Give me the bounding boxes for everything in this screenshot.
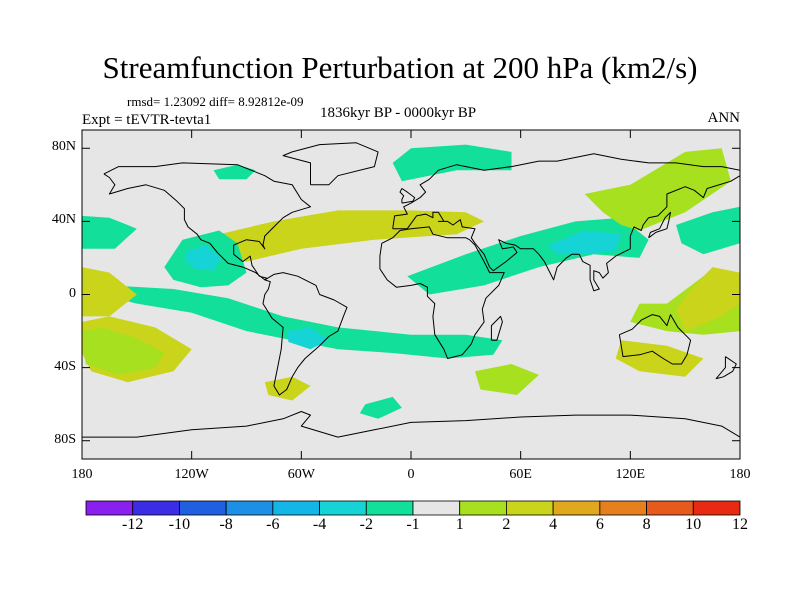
coast-uk bbox=[399, 188, 416, 204]
coast-eurasia bbox=[392, 153, 740, 292]
region-aus-high-core bbox=[676, 267, 740, 332]
x-tick-label: 120W bbox=[174, 467, 209, 482]
coast-madagascar bbox=[490, 315, 503, 341]
experiment-text: Expt = tEVTR-tevta1 bbox=[82, 112, 212, 128]
coast-africa bbox=[379, 226, 505, 359]
region-ne-pacific-low-east bbox=[676, 206, 740, 255]
coast-greenland bbox=[282, 142, 379, 186]
colorbar-label: 12 bbox=[732, 516, 748, 533]
x-tick-label: 0 bbox=[407, 467, 415, 482]
y-tick-label: 40S bbox=[54, 358, 76, 374]
colorbar-label: -10 bbox=[168, 516, 191, 533]
region-asia-low-core bbox=[548, 230, 622, 255]
y-tick-label: 40N bbox=[51, 212, 76, 228]
region-siberia-high bbox=[584, 148, 731, 231]
x-tick-label: 60E bbox=[509, 467, 532, 482]
coast-antarctica bbox=[82, 411, 740, 438]
x-tick-label: 180 bbox=[71, 467, 93, 482]
x-tick-label: 180 bbox=[729, 467, 751, 482]
region-s-patagonia-high bbox=[264, 376, 311, 401]
colorbar-label: 6 bbox=[595, 516, 604, 533]
colorbar-label: -6 bbox=[266, 516, 280, 533]
colorbar-label: -2 bbox=[359, 516, 373, 533]
x-tick-label: 60W bbox=[287, 467, 315, 482]
region-w-pacific-high bbox=[82, 267, 137, 317]
stats-text: rmsd= 1.23092 diff= 8.92812e-09 bbox=[127, 94, 304, 109]
y-tick-label: 80N bbox=[51, 139, 76, 155]
colorbar-label: -8 bbox=[219, 516, 233, 533]
coastlines bbox=[82, 142, 740, 438]
region-sh-pacific-belt bbox=[100, 285, 503, 359]
colorbar-label: 2 bbox=[502, 516, 511, 533]
region-s-australia-high bbox=[615, 340, 704, 377]
colorbar-label: -4 bbox=[312, 516, 327, 533]
figure-title: Streamfunction Perturbation at 200 hPa (… bbox=[102, 50, 698, 85]
region-trop-c-pacific-low-core bbox=[184, 245, 221, 271]
region-s-atlantic-low-small bbox=[359, 396, 402, 419]
region-sh-high-pacific-edge bbox=[82, 327, 165, 375]
colorbar-label: -1 bbox=[406, 516, 420, 533]
region-s-indian-high bbox=[475, 364, 539, 395]
y-tick-label: 80S bbox=[54, 431, 76, 447]
coast-south-america bbox=[262, 272, 348, 396]
x-tick-label: 120E bbox=[615, 467, 646, 482]
region-s-atlantic-low-core bbox=[286, 327, 329, 350]
colorbar-label: 8 bbox=[642, 516, 651, 533]
region-greenland-low bbox=[392, 144, 512, 182]
colorbar-label: 4 bbox=[549, 516, 558, 533]
region-nw-pacific-low bbox=[82, 215, 137, 249]
colorbar-label: 10 bbox=[685, 516, 702, 533]
coast-australia bbox=[618, 314, 692, 365]
coast-japan bbox=[648, 211, 671, 239]
region-canada-low-small bbox=[213, 164, 256, 180]
axis-ticks bbox=[81, 130, 741, 459]
region-n-atlantic-high bbox=[219, 210, 485, 262]
colorbar-label: 1 bbox=[455, 516, 464, 533]
colorbar-label: -12 bbox=[122, 516, 144, 533]
season-text: ANN bbox=[707, 110, 741, 126]
coast-new-zealand bbox=[715, 356, 737, 380]
coast-north-america bbox=[103, 162, 311, 281]
contour-regions bbox=[82, 144, 740, 419]
y-tick-label: 0 bbox=[69, 285, 76, 301]
period-text: 1836kyr BP - 0000kyr BP bbox=[320, 105, 477, 121]
